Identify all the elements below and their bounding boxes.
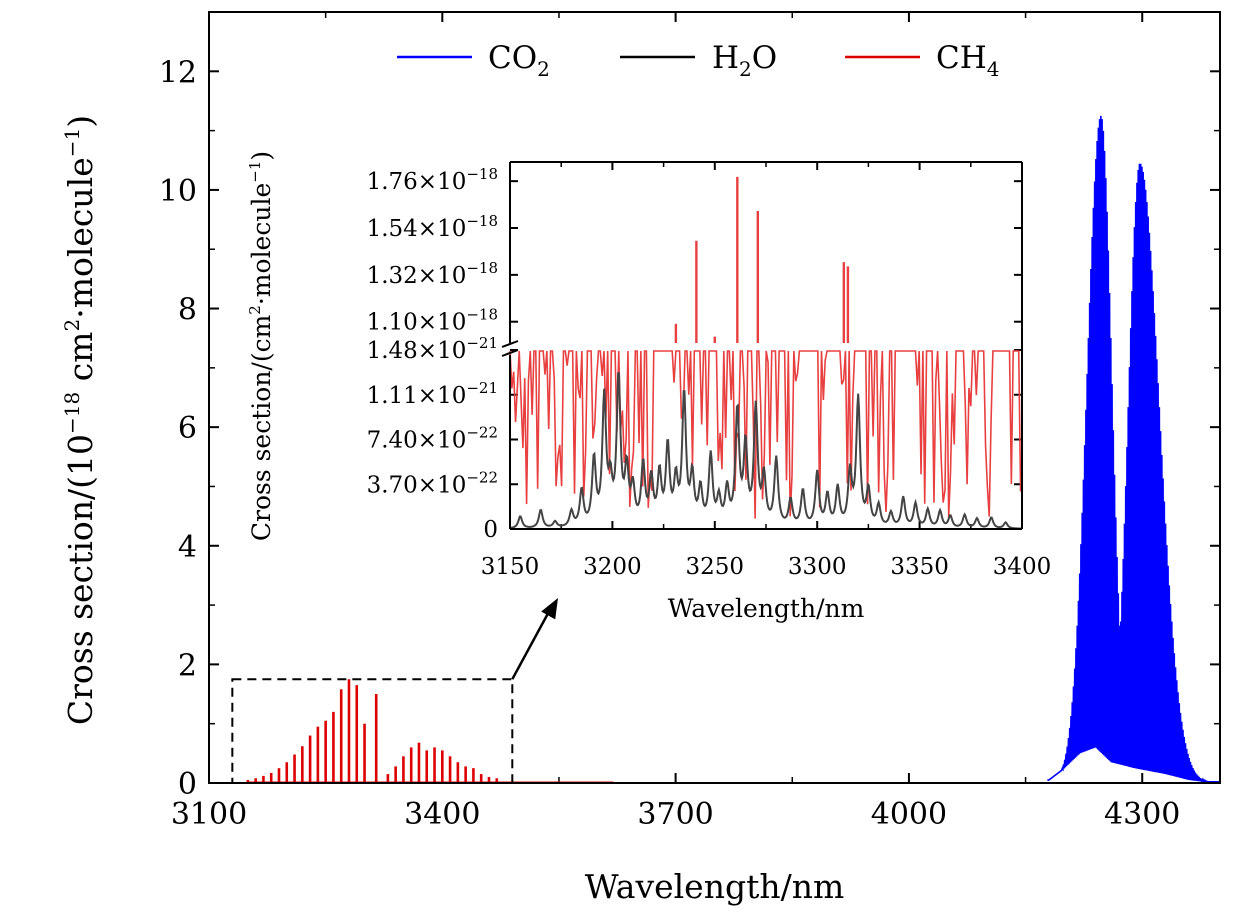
inset-y-tick-label-lower-1: 3.70×10−22 — [367, 468, 498, 498]
legend-label-co2: CO2 — [488, 40, 550, 81]
inset-y-tick-label-lower-3: 1.11×10−21 — [367, 379, 498, 409]
inset-x-axis-title: Wavelength/nm — [668, 594, 865, 623]
main-plot-frame — [208, 11, 1221, 784]
inset-x-tick-label-3400: 3400 — [993, 554, 1052, 580]
main-y-axis-title: Cross section/(10−18 cm2·molecule−1) — [60, 115, 100, 725]
axis-break-mark-bottom — [501, 349, 519, 357]
y-tick-label-2: 2 — [178, 648, 197, 683]
legend: CO2 H2O CH4 — [397, 40, 1000, 81]
main-tick-labels: 3100 3400 3700 4000 4300 0 2 4 6 8 10 12 — [159, 55, 1181, 832]
inset-series-h2o-line — [509, 372, 1022, 530]
legend-label-h2o: H2O — [712, 40, 777, 81]
y-tick-label-0: 0 — [178, 767, 197, 802]
x-tick-label-3100: 3100 — [171, 797, 247, 832]
axis-break-mark-top — [501, 340, 519, 348]
y-tick-label-12: 12 — [159, 55, 197, 90]
inset-x-tick-label-3200: 3200 — [583, 554, 642, 580]
inset-x-tick-label-3150: 3150 — [481, 554, 540, 580]
y-tick-label-4: 4 — [178, 530, 197, 565]
zoom-arrow-head — [541, 598, 558, 620]
inset-data-layer — [509, 176, 1022, 530]
inset-y-tick-label-upper-0: 1.10×10−18 — [367, 306, 498, 336]
legend-label-ch4: CH4 — [936, 40, 1000, 81]
inset-y-tick-label-upper-3: 1.76×10−18 — [367, 165, 498, 195]
inset-y-axis-title: Cross section/(cm2·molecule−1) — [246, 151, 276, 541]
inset-y-tick-label-upper-2: 1.54×10−18 — [367, 212, 498, 242]
inset-x-tick-label-3300: 3300 — [788, 554, 847, 580]
series-co2-line — [1047, 115, 1220, 785]
x-tick-label-3700: 3700 — [637, 797, 713, 832]
y-tick-label-10: 10 — [159, 174, 197, 209]
inset-y-tick-label-upper-1: 1.32×10−18 — [367, 259, 498, 289]
inset-frame — [501, 161, 1023, 530]
x-tick-label-3400: 3400 — [404, 797, 480, 832]
inset-y-tick-label-lower-0: 0 — [483, 517, 498, 543]
inset-x-tick-label-3350: 3350 — [890, 554, 949, 580]
inset-y-tick-label-lower-4: 1.48×10−21 — [367, 334, 498, 364]
main-x-axis-title: Wavelength/nm — [585, 867, 845, 906]
inset-tick-labels: 3150 3200 3250 3300 3350 3400 1.10×10−18 1.32×1… — [367, 165, 1052, 580]
y-tick-label-6: 6 — [178, 411, 197, 446]
zoom-region-box — [231, 678, 514, 785]
inset-y-tick-label-lower-2: 7.40×10−22 — [367, 424, 498, 454]
y-tick-label-8: 8 — [178, 293, 197, 328]
zoom-arrow-line — [511, 605, 554, 680]
x-tick-label-4000: 4000 — [871, 797, 947, 832]
x-tick-label-4300: 4300 — [1104, 797, 1180, 832]
inset-x-tick-label-3250: 3250 — [686, 554, 745, 580]
inset-series-ch4-lower — [509, 350, 1022, 519]
